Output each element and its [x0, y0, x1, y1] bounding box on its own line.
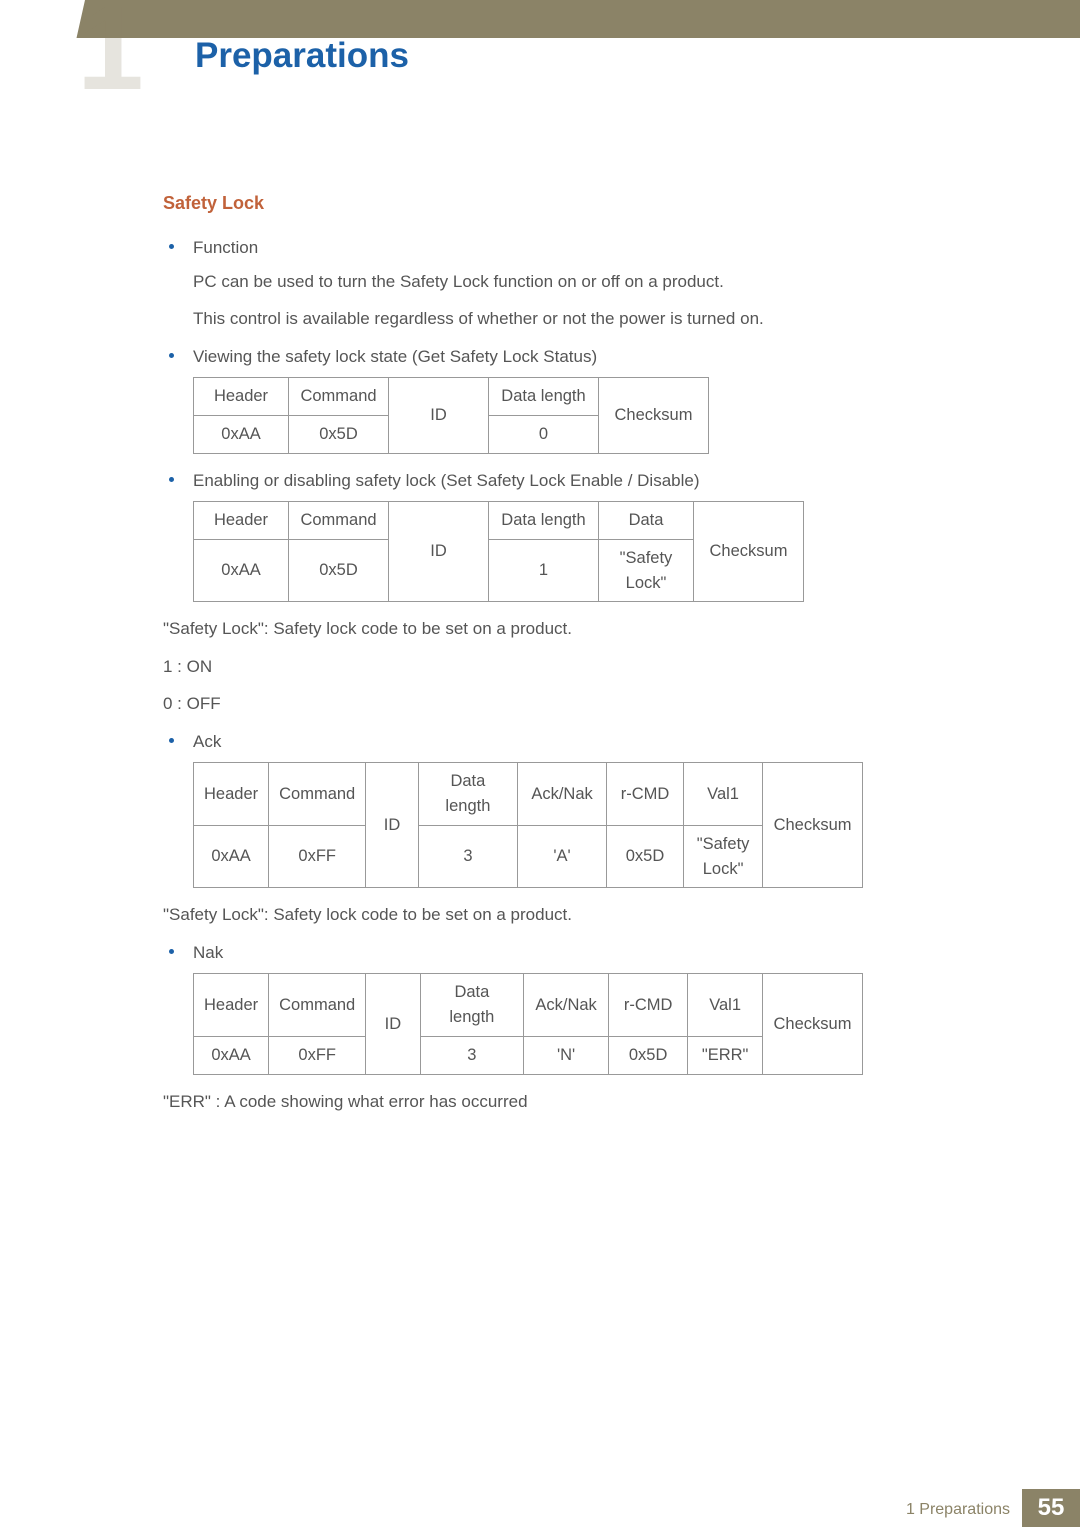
th-rcmd: r-CMD: [609, 974, 688, 1037]
th-header: Header: [194, 502, 289, 540]
td: 0xAA: [194, 825, 269, 888]
td: 0xAA: [194, 539, 289, 602]
value-off: 0 : OFF: [163, 691, 863, 717]
th-data: Data: [599, 502, 694, 540]
th-header: Header: [194, 763, 269, 826]
table-get-status: Header Command ID Data length Checksum 0…: [193, 377, 709, 454]
td: 1: [489, 539, 599, 602]
bullet-nak: Nak: [163, 940, 863, 966]
th-checksum: Checksum: [694, 502, 804, 602]
th-checksum: Checksum: [762, 974, 862, 1074]
footer: 1 Preparations 55: [0, 1489, 1080, 1527]
td: 0: [489, 415, 599, 453]
th-datalen: Data length: [420, 974, 524, 1037]
bullet-label: Function: [193, 238, 258, 257]
footer-page-number: 55: [1022, 1489, 1080, 1527]
bullet-set-enable: Enabling or disabling safety lock (Set S…: [163, 468, 863, 494]
table-nak: Header Command ID Data length Ack/Nak r-…: [193, 973, 863, 1074]
td: 0x5D: [289, 539, 389, 602]
td: 0xFF: [269, 825, 366, 888]
th-id: ID: [389, 502, 489, 602]
note: "Safety Lock": Safety lock code to be se…: [163, 902, 863, 928]
td: "Safety Lock": [684, 825, 763, 888]
td: 0x5D: [289, 415, 389, 453]
td: "Safety Lock": [599, 539, 694, 602]
th-command: Command: [289, 502, 389, 540]
bullet-view-state: Viewing the safety lock state (Get Safet…: [163, 344, 863, 370]
th-datalen: Data length: [489, 378, 599, 416]
td: 0x5D: [607, 825, 684, 888]
table-set-enable: Header Command ID Data length Data Check…: [193, 501, 804, 602]
td: 0x5D: [609, 1036, 688, 1074]
th-acknak: Ack/Nak: [518, 763, 607, 826]
header-band: [0, 0, 1080, 38]
th-checksum: Checksum: [599, 378, 709, 454]
footer-label: 1 Preparations: [906, 1501, 1010, 1519]
section-title: Safety Lock: [163, 190, 863, 217]
th-id: ID: [366, 763, 418, 888]
bullet-label: Nak: [193, 943, 223, 962]
paragraph: PC can be used to turn the Safety Lock f…: [193, 269, 863, 295]
note: "ERR" : A code showing what error has oc…: [163, 1089, 863, 1115]
th-checksum: Checksum: [763, 763, 863, 888]
td: 3: [420, 1036, 524, 1074]
th-id: ID: [389, 378, 489, 454]
content-body: Safety Lock Function PC can be used to t…: [163, 190, 863, 1126]
th-val1: Val1: [684, 763, 763, 826]
bullet-function: Function PC can be used to turn the Safe…: [163, 235, 863, 332]
value-on: 1 : ON: [163, 654, 863, 680]
td: 'A': [518, 825, 607, 888]
th-header: Header: [194, 378, 289, 416]
th-header: Header: [194, 974, 269, 1037]
bullet-label: Enabling or disabling safety lock (Set S…: [193, 471, 700, 490]
bullet-ack: Ack: [163, 729, 863, 755]
paragraph: This control is available regardless of …: [193, 306, 863, 332]
th-datalen: Data length: [489, 502, 599, 540]
td: 0xFF: [269, 1036, 366, 1074]
td: 'N': [524, 1036, 609, 1074]
page-title: Preparations: [195, 36, 409, 76]
td: 0xAA: [194, 1036, 269, 1074]
td: "ERR": [688, 1036, 763, 1074]
th-rcmd: r-CMD: [607, 763, 684, 826]
th-command: Command: [289, 378, 389, 416]
th-acknak: Ack/Nak: [524, 974, 609, 1037]
th-command: Command: [269, 974, 366, 1037]
bullet-label: Ack: [193, 732, 221, 751]
td: 0xAA: [194, 415, 289, 453]
th-id: ID: [366, 974, 420, 1074]
table-ack: Header Command ID Data length Ack/Nak r-…: [193, 762, 863, 888]
th-datalen: Data length: [418, 763, 517, 826]
bullet-label: Viewing the safety lock state (Get Safet…: [193, 347, 597, 366]
td: 3: [418, 825, 517, 888]
th-command: Command: [269, 763, 366, 826]
note: "Safety Lock": Safety lock code to be se…: [163, 616, 863, 642]
th-val1: Val1: [688, 974, 763, 1037]
